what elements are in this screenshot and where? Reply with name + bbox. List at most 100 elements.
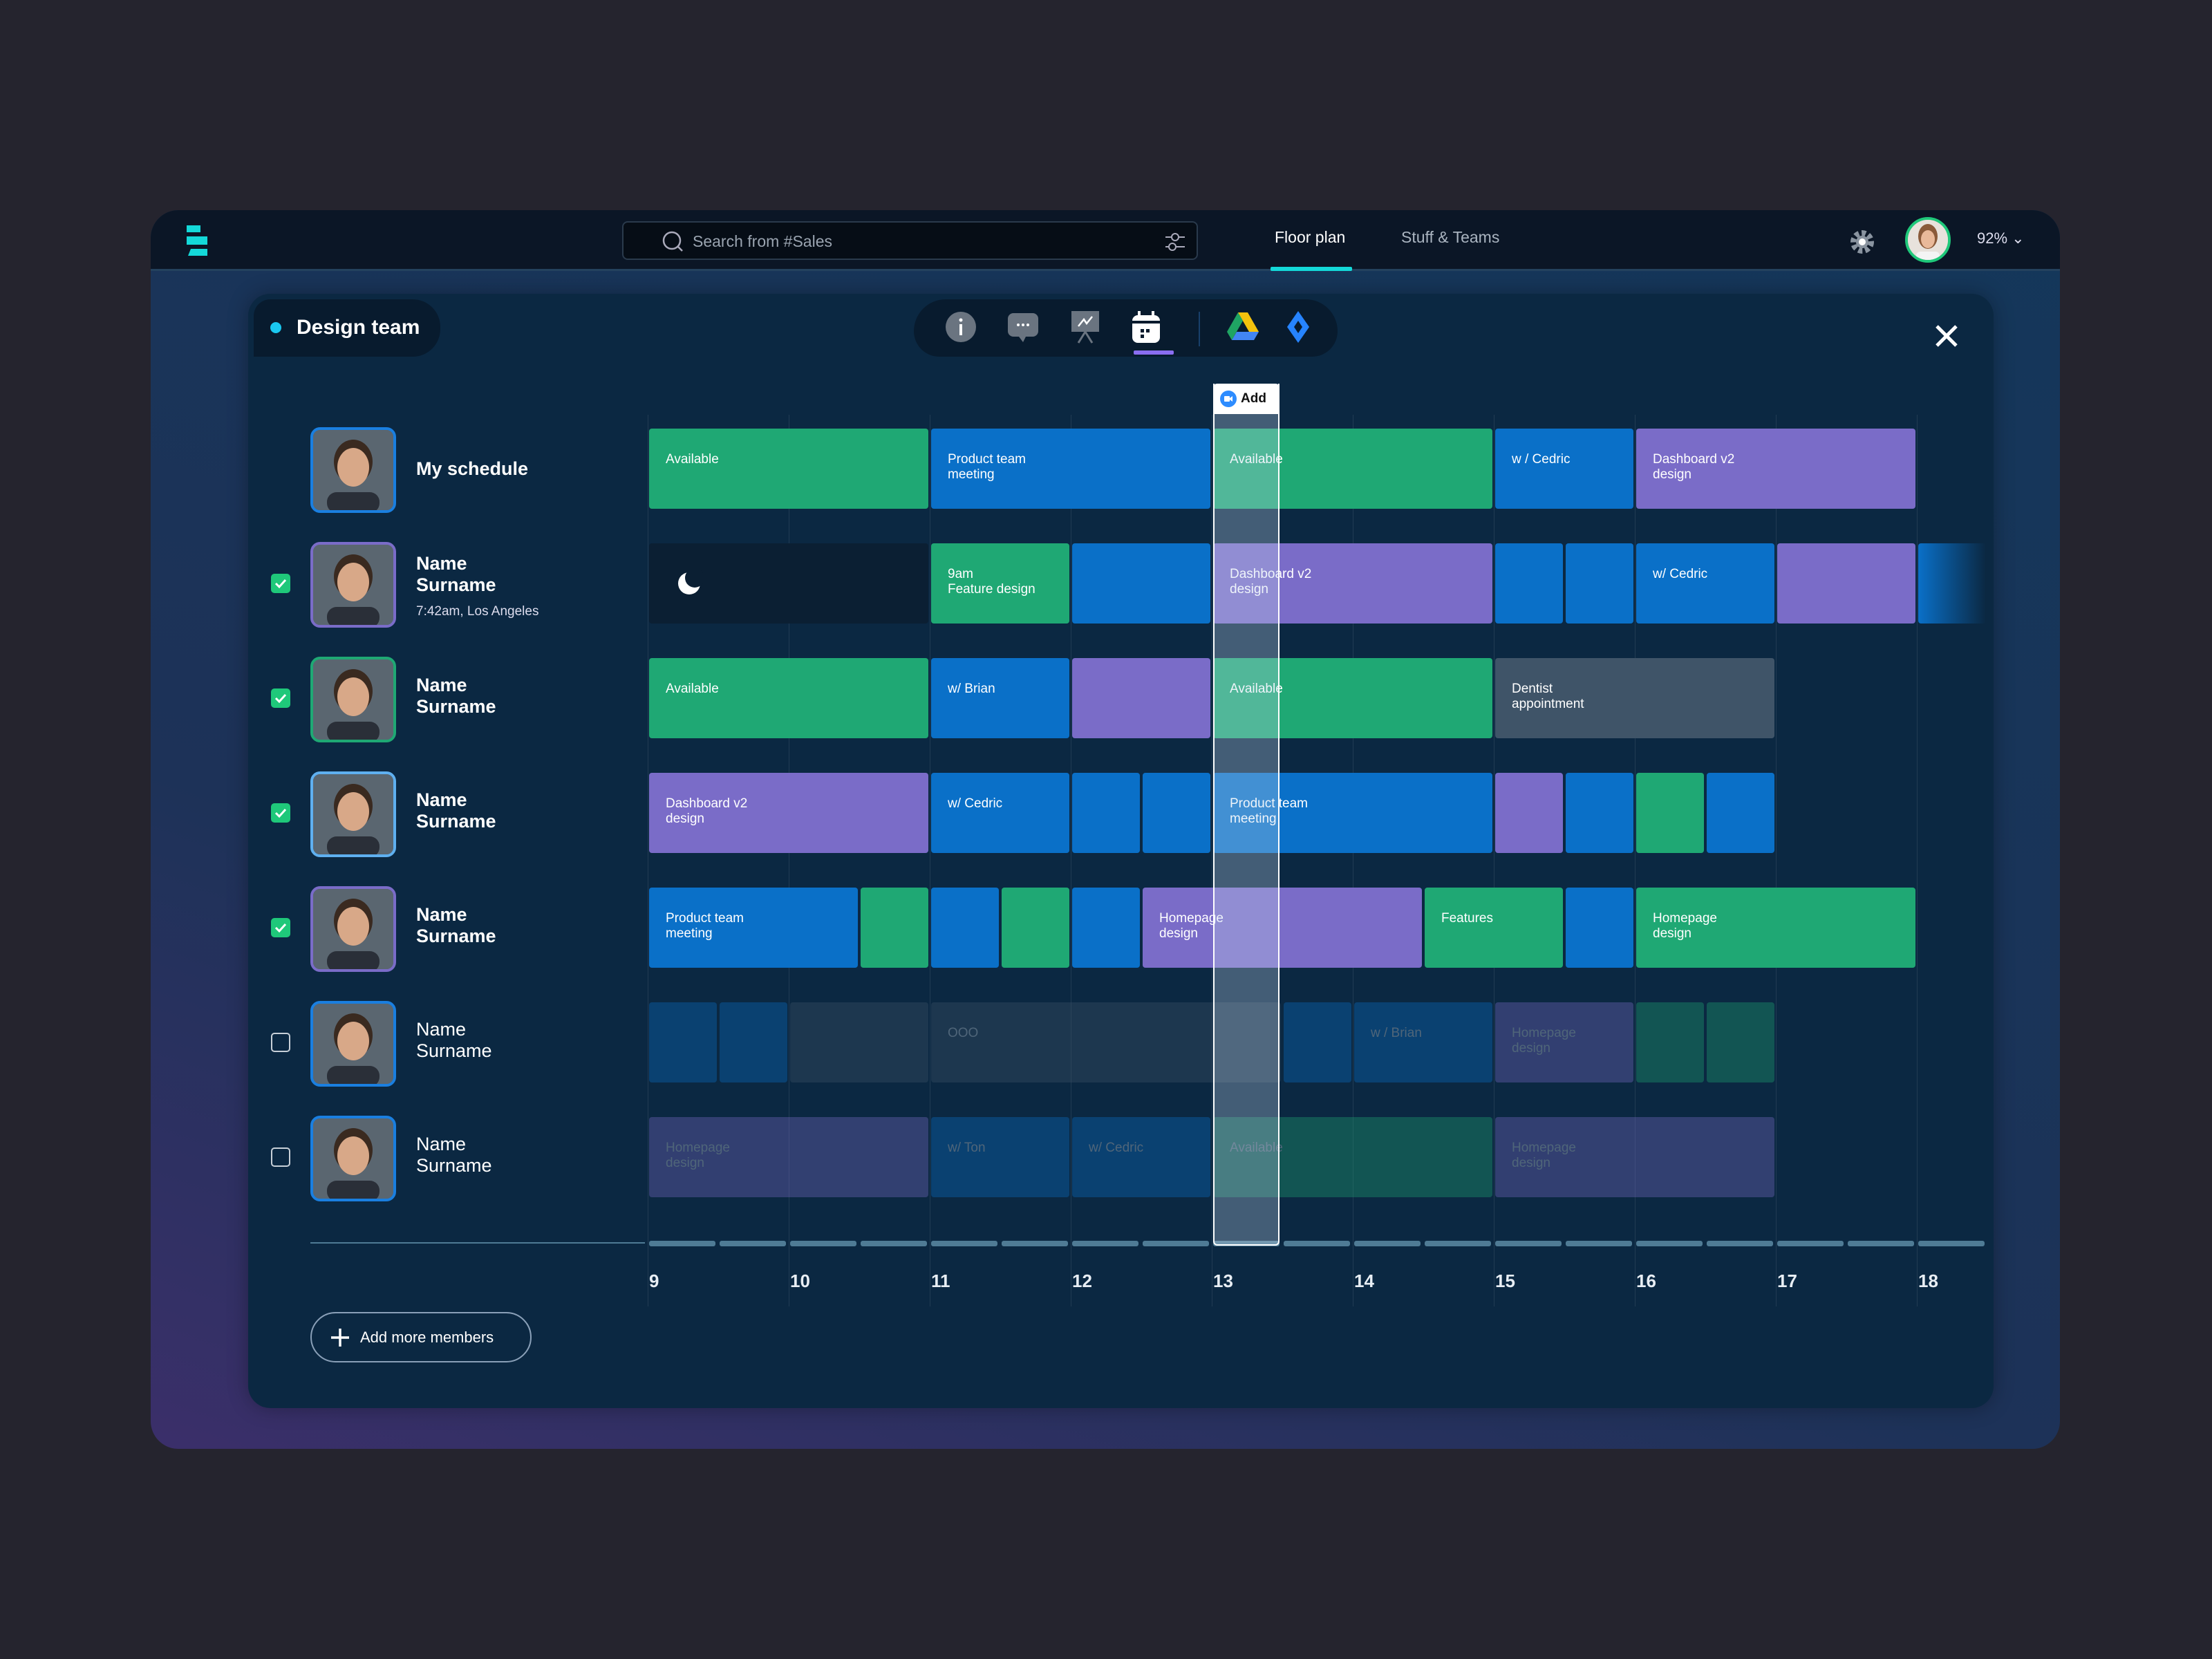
google-drive-icon[interactable]	[1225, 309, 1261, 345]
member-checkbox[interactable]	[271, 918, 290, 937]
schedule-block[interactable]: Homepage design	[1636, 888, 1915, 968]
member-checkbox[interactable]	[271, 803, 290, 823]
schedule-block[interactable]	[720, 1002, 787, 1082]
schedule-block[interactable]	[1072, 888, 1140, 968]
timeline-segment[interactable]	[1566, 1241, 1632, 1246]
chat-icon[interactable]	[1005, 309, 1041, 345]
selected-time-slot[interactable]	[1213, 384, 1280, 1246]
schedule-block[interactable]: Features	[1425, 888, 1563, 968]
schedule-block[interactable]: Homepage design	[1495, 1002, 1633, 1082]
tab-stuff-teams[interactable]: Stuff & Teams	[1401, 228, 1500, 246]
schedule-block[interactable]: Dashboard v2 design	[1636, 429, 1915, 509]
schedule-block[interactable]	[1566, 773, 1633, 853]
schedule-block[interactable]: w/ Cedric	[931, 773, 1069, 853]
timeline-segment[interactable]	[1213, 1241, 1280, 1246]
schedule-block[interactable]: w/ Ton	[931, 1117, 1069, 1197]
user-avatar[interactable]	[1905, 217, 1951, 263]
member-avatar[interactable]	[310, 657, 396, 742]
schedule-block[interactable]: w/ Cedric	[1072, 1117, 1210, 1197]
member-checkbox[interactable]	[271, 1147, 290, 1167]
info-icon[interactable]	[943, 309, 979, 345]
schedule-block[interactable]: w / Brian	[1354, 1002, 1492, 1082]
schedule-block[interactable]: Available	[1213, 429, 1492, 509]
member-checkbox[interactable]	[271, 688, 290, 708]
timeline-segment[interactable]	[1143, 1241, 1209, 1246]
schedule-block[interactable]: Available	[1213, 658, 1492, 738]
close-icon[interactable]	[1934, 324, 1959, 348]
member-avatar[interactable]	[310, 1116, 396, 1201]
member-avatar[interactable]	[310, 771, 396, 857]
schedule-block[interactable]: Product team meeting	[1213, 773, 1492, 853]
schedule-block[interactable]: Available	[649, 429, 928, 509]
schedule-block[interactable]	[1495, 773, 1563, 853]
timeline-segment[interactable]	[1354, 1241, 1421, 1246]
zoom-dropdown[interactable]: 92% ⌄	[1977, 229, 2025, 247]
schedule-block[interactable]: Homepage design	[1495, 1117, 1774, 1197]
schedule-block[interactable]	[1636, 1002, 1704, 1082]
search-input[interactable]: Search from #Sales	[622, 221, 1198, 260]
timeline-segment[interactable]	[1072, 1241, 1138, 1246]
schedule-block[interactable]: Dashboard v2 design	[1213, 543, 1492, 624]
schedule-block[interactable]	[649, 543, 928, 624]
schedule-block[interactable]: w/ Brian	[931, 658, 1069, 738]
schedule-block[interactable]: Product team meeting	[649, 888, 858, 968]
schedule-block[interactable]	[1002, 888, 1069, 968]
filter-icon[interactable]	[1163, 229, 1188, 254]
schedule-block[interactable]	[1072, 543, 1210, 624]
timeline-segment[interactable]	[1636, 1241, 1703, 1246]
schedule-block[interactable]: Homepage design	[1143, 888, 1422, 968]
schedule-block[interactable]	[790, 1002, 928, 1082]
timeline-segment[interactable]	[649, 1241, 715, 1246]
timeline-segment[interactable]	[790, 1241, 856, 1246]
timeline-segment[interactable]	[1918, 1241, 1985, 1246]
member-avatar[interactable]	[310, 886, 396, 972]
schedule-block[interactable]: OOO	[931, 1002, 1281, 1082]
schedule-block[interactable]	[1072, 658, 1210, 738]
timeline-segment[interactable]	[1707, 1241, 1773, 1246]
timeline-segment[interactable]	[861, 1241, 927, 1246]
member-checkbox[interactable]	[271, 1033, 290, 1052]
settings-gear-icon[interactable]	[1848, 228, 1876, 256]
schedule-block[interactable]	[1707, 1002, 1774, 1082]
member-avatar[interactable]	[310, 542, 396, 628]
timeline-segment[interactable]	[1777, 1241, 1844, 1246]
schedule-block[interactable]	[1707, 773, 1774, 853]
add-meeting-button[interactable]: Add	[1213, 384, 1280, 414]
schedule-block[interactable]: Dashboard v2 design	[649, 773, 928, 853]
schedule-block[interactable]	[1143, 773, 1210, 853]
timeline-segment[interactable]	[1495, 1241, 1562, 1246]
timeline-segment[interactable]	[1848, 1241, 1914, 1246]
schedule-block[interactable]: Dentist appointment	[1495, 658, 1774, 738]
presentation-icon[interactable]	[1067, 309, 1103, 345]
schedule-block[interactable]	[1636, 773, 1704, 853]
schedule-block[interactable]	[649, 1002, 717, 1082]
schedule-block[interactable]	[1777, 543, 1915, 624]
schedule-block[interactable]: Product team meeting	[931, 429, 1210, 509]
schedule-block[interactable]	[931, 888, 999, 968]
member-checkbox[interactable]	[271, 574, 290, 593]
timeline-segment[interactable]	[720, 1241, 786, 1246]
schedule-block[interactable]	[1495, 543, 1563, 624]
tab-floor-plan[interactable]: Floor plan	[1275, 228, 1346, 246]
schedule-block[interactable]	[1918, 543, 1986, 624]
member-avatar[interactable]	[310, 427, 396, 513]
schedule-block[interactable]: w / Cedric	[1495, 429, 1633, 509]
timeline-segment[interactable]	[931, 1241, 997, 1246]
schedule-block[interactable]	[1072, 773, 1140, 853]
schedule-block[interactable]: Available	[649, 658, 928, 738]
schedule-block[interactable]: 9am Feature design	[931, 543, 1069, 624]
jira-icon[interactable]	[1280, 309, 1316, 345]
add-members-button[interactable]: Add more members	[310, 1312, 532, 1362]
schedule-block[interactable]: Available	[1213, 1117, 1492, 1197]
timeline-segment[interactable]	[1284, 1241, 1350, 1246]
schedule-block[interactable]	[1284, 1002, 1351, 1082]
schedule-block[interactable]	[1566, 543, 1633, 624]
schedule-block[interactable]	[861, 888, 928, 968]
member-avatar[interactable]	[310, 1001, 396, 1087]
timeline-segment[interactable]	[1002, 1241, 1068, 1246]
schedule-block[interactable]	[1566, 888, 1633, 968]
timeline-segment[interactable]	[1425, 1241, 1491, 1246]
schedule-block[interactable]: w/ Cedric	[1636, 543, 1774, 624]
schedule-block[interactable]: Homepage design	[649, 1117, 928, 1197]
calendar-icon[interactable]	[1128, 309, 1164, 345]
